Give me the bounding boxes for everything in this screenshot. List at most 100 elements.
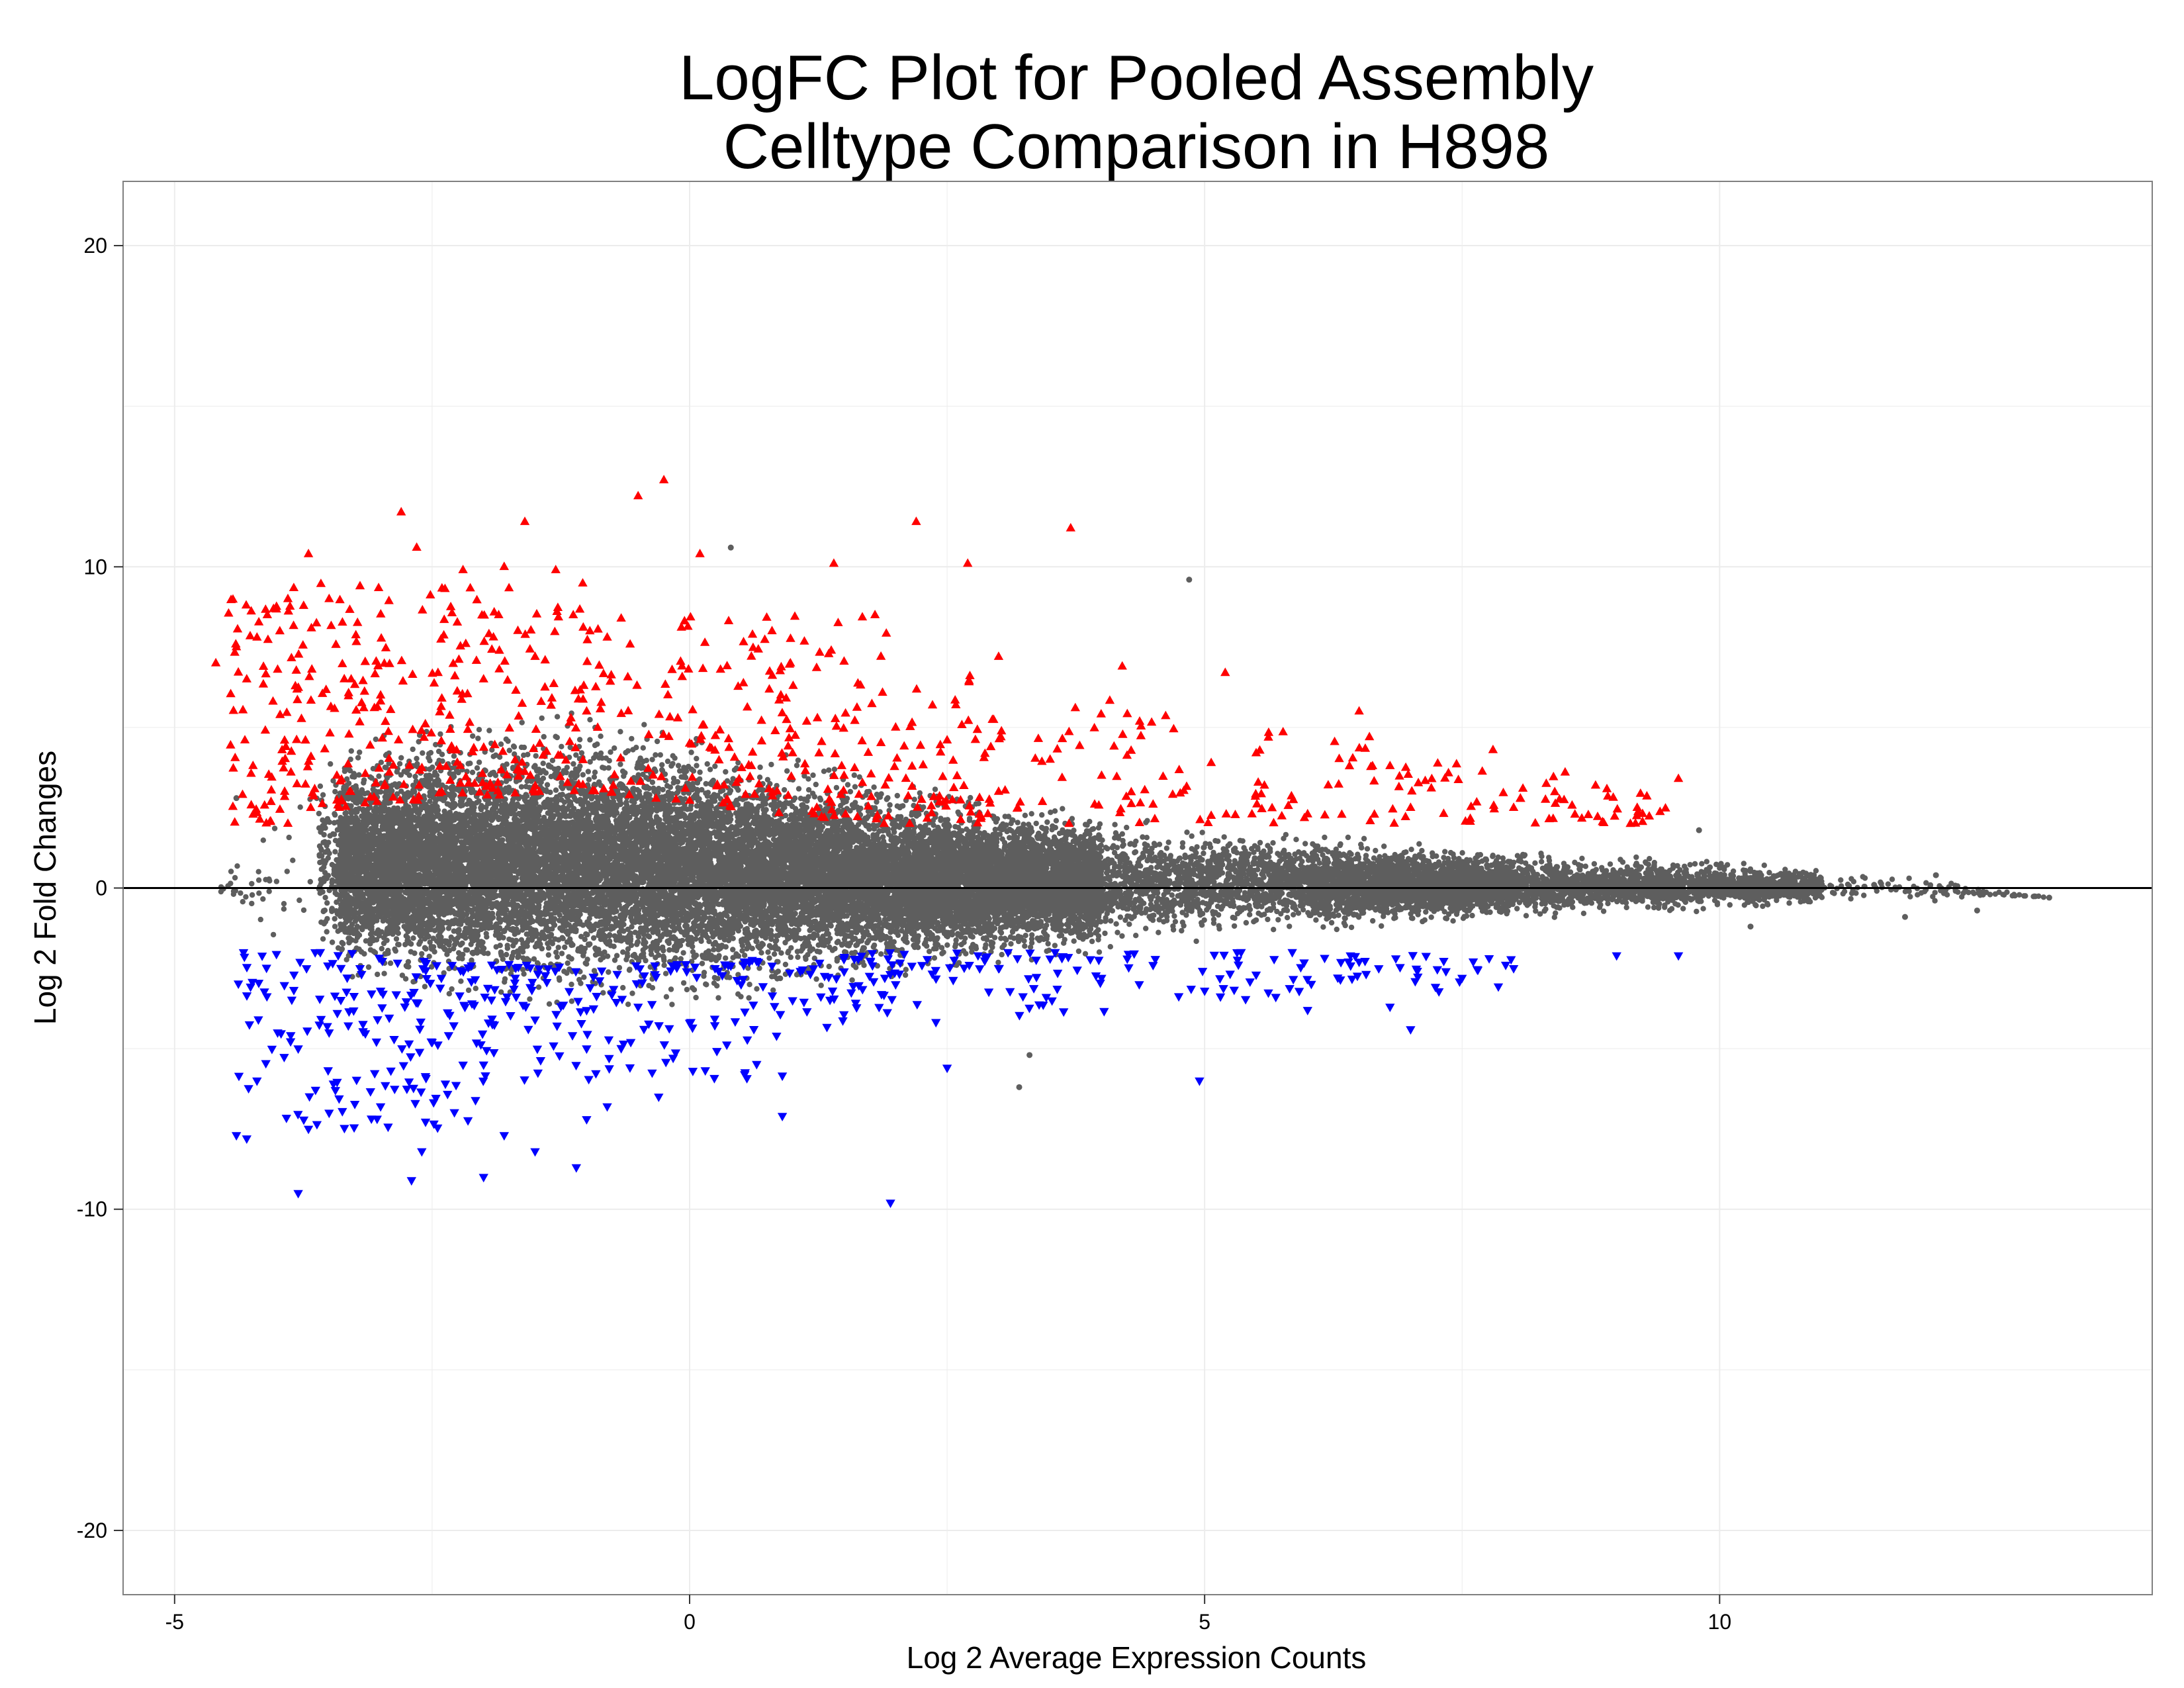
y-tick-label: 10 bbox=[83, 555, 107, 579]
red-up-point bbox=[324, 593, 334, 602]
red-up-point bbox=[551, 565, 561, 573]
blue-down-point bbox=[232, 1132, 242, 1141]
x-tick-label: -5 bbox=[165, 1610, 184, 1634]
red-up-point bbox=[1323, 780, 1334, 788]
blue-down-point bbox=[1406, 1026, 1416, 1035]
gray-point bbox=[1901, 914, 1908, 920]
gray-point bbox=[1186, 577, 1193, 583]
red-up-point bbox=[993, 786, 1004, 795]
red-up-point bbox=[1066, 523, 1075, 532]
red-up-point bbox=[396, 506, 406, 516]
blue-down-point bbox=[324, 1029, 334, 1038]
red-up-point bbox=[963, 558, 973, 567]
red-up-point bbox=[1251, 747, 1261, 757]
blue-down-point bbox=[571, 1164, 581, 1173]
chart-title-line-2: Celltype Comparison in H898 bbox=[723, 111, 1550, 182]
blue-down-point bbox=[1097, 974, 1107, 984]
blue-down-point bbox=[1508, 965, 1519, 974]
gray-point-cloud bbox=[218, 710, 2047, 1008]
blue-down-point bbox=[602, 1103, 612, 1112]
red-up-point bbox=[1354, 706, 1364, 715]
blue-down-point bbox=[582, 1045, 592, 1055]
blue-down-point bbox=[293, 1045, 303, 1055]
gray-point bbox=[1974, 907, 1980, 914]
blue-down-point bbox=[777, 1113, 788, 1121]
red-up-point bbox=[334, 802, 344, 811]
blue-down-point bbox=[530, 1016, 540, 1025]
y-tick-label: -10 bbox=[77, 1197, 107, 1221]
blue-down-point bbox=[1302, 1007, 1312, 1015]
red-up-point bbox=[1220, 667, 1230, 677]
red-up-point bbox=[1385, 761, 1395, 769]
blue-down-point bbox=[1195, 1077, 1205, 1086]
data-points bbox=[210, 475, 2052, 1208]
x-tick-label: 5 bbox=[1199, 1610, 1210, 1634]
x-axis: -5 0 5 10 bbox=[165, 1595, 1731, 1634]
blue-down-point bbox=[499, 1132, 509, 1141]
blue-down-point bbox=[324, 1109, 334, 1119]
blue-down-point bbox=[303, 1125, 314, 1135]
red-up-point bbox=[242, 674, 251, 682]
red-up-point bbox=[273, 664, 283, 673]
red-up-point bbox=[1673, 773, 1684, 782]
red-up-point bbox=[891, 722, 901, 731]
gray-point bbox=[1696, 827, 1702, 833]
blue-down-point bbox=[1612, 952, 1621, 961]
blue-down-point bbox=[252, 1077, 262, 1086]
blue-down-point bbox=[478, 1174, 488, 1183]
grid-lines bbox=[123, 181, 2152, 1595]
red-up-point bbox=[767, 626, 777, 635]
blue-down-point bbox=[273, 1029, 283, 1038]
y-tick-label: -20 bbox=[77, 1519, 107, 1542]
blue-down-point bbox=[582, 1116, 592, 1125]
blue-down-point bbox=[839, 968, 849, 977]
blue-down-point bbox=[1354, 959, 1364, 968]
red-up-point bbox=[345, 786, 355, 795]
red-up-point bbox=[458, 565, 468, 573]
red-up-point bbox=[747, 761, 756, 769]
blue-down-point bbox=[736, 981, 746, 990]
blue-down-point bbox=[1251, 971, 1261, 980]
gray-point bbox=[1747, 923, 1754, 930]
red-up-point bbox=[870, 610, 880, 618]
red-up-point bbox=[478, 674, 488, 682]
gray-point bbox=[1026, 1052, 1033, 1058]
red-up-point bbox=[252, 632, 262, 641]
red-up-point bbox=[1045, 754, 1055, 763]
blue-down-point bbox=[417, 1148, 427, 1157]
red-up-point bbox=[1117, 661, 1127, 670]
red-up-point bbox=[262, 610, 273, 618]
blue-down-point bbox=[406, 1177, 416, 1186]
blue-down-point bbox=[355, 965, 365, 974]
red-up-point bbox=[520, 516, 530, 526]
red-up-point bbox=[582, 706, 592, 715]
y-axis-title: Log 2 Fold Changes bbox=[28, 751, 62, 1025]
blue-down-point bbox=[375, 988, 386, 996]
red-up-point bbox=[715, 664, 725, 673]
gray-point bbox=[727, 544, 734, 551]
red-up-point bbox=[232, 641, 242, 651]
blue-down-point bbox=[942, 1064, 952, 1074]
red-up-point bbox=[1508, 802, 1519, 811]
blue-down-point bbox=[1673, 952, 1684, 961]
blue-down-point bbox=[684, 1019, 695, 1029]
red-up-point bbox=[633, 491, 643, 500]
blue-down-point bbox=[788, 997, 797, 1006]
blue-down-point bbox=[1385, 1004, 1395, 1012]
blue-down-point bbox=[375, 1103, 386, 1112]
x-axis-title: Log 2 Average Expression Counts bbox=[907, 1640, 1367, 1675]
y-tick-label: 20 bbox=[83, 234, 107, 258]
red-up-point bbox=[303, 548, 314, 557]
blue-down-point bbox=[973, 952, 983, 961]
red-up-point bbox=[659, 475, 669, 484]
blue-down-point bbox=[478, 1061, 488, 1070]
gray-point bbox=[1016, 1084, 1023, 1090]
red-up-point bbox=[602, 632, 612, 641]
blue-down-point bbox=[1200, 988, 1210, 996]
gray-point bbox=[2046, 894, 2052, 901]
red-up-point bbox=[1148, 799, 1158, 808]
x-tick-label: 0 bbox=[684, 1610, 696, 1634]
red-up-point bbox=[1097, 770, 1107, 779]
red-up-point bbox=[283, 593, 293, 602]
